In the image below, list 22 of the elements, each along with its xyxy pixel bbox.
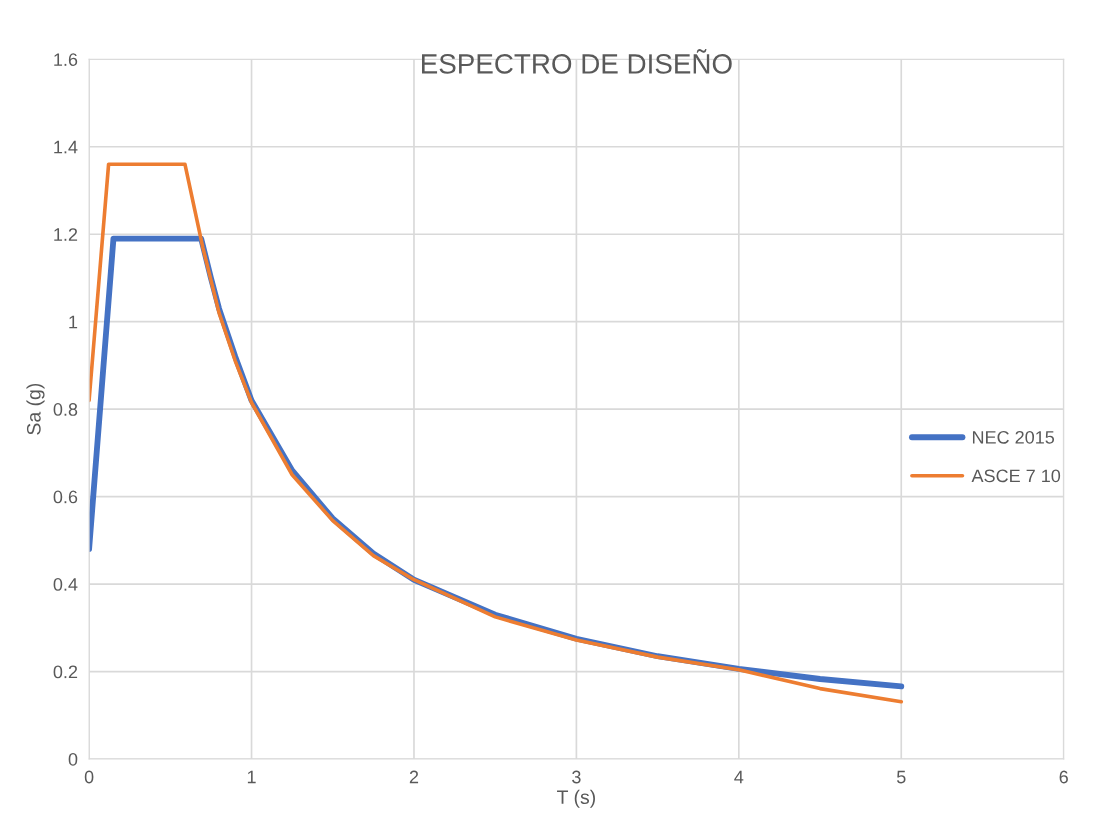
line-series (89, 162, 904, 704)
y-tick-label: 1.4 (54, 140, 78, 154)
x-tick-label: 6 (1059, 770, 1068, 784)
y-tick-label: 1.6 (54, 53, 78, 67)
x-tick-label: 4 (734, 770, 744, 784)
legend-label: ASCE 7 10 (971, 469, 1061, 483)
y-tick-label: 0.2 (53, 665, 78, 679)
x-tick-label: 3 (572, 770, 581, 784)
y-tick-label: 1 (69, 315, 78, 329)
legend-label: NEC 2015 (972, 430, 1055, 444)
y-axis-title: Sa (g) (26, 383, 45, 435)
x-tick-label: 1 (247, 770, 256, 784)
x-axis-title: T (s) (557, 789, 595, 808)
x-tick-label: 2 (409, 770, 419, 784)
y-tick-label: 1.2 (54, 228, 78, 241)
y-tick-label: 0 (68, 752, 78, 766)
y-tick-label: 0.4 (53, 578, 78, 591)
y-tick-label: 0.8 (53, 403, 78, 416)
x-tick-label: 5 (896, 770, 906, 784)
chart-title: ESPECTRO DE DISEÑO (422, 49, 732, 74)
y-tick-label: 0.6 (53, 490, 78, 504)
x-tick-label: 0 (84, 770, 94, 784)
